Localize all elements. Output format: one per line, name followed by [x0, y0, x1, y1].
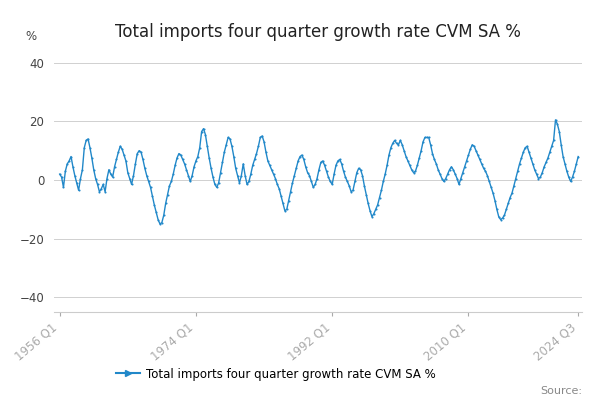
- Total imports four quarter growth rate CVM SA %: [56, 172, 63, 176]
- Legend: Total imports four quarter growth rate CVM SA %: Total imports four quarter growth rate C…: [112, 363, 440, 385]
- Total imports four quarter growth rate CVM SA %: [346, 184, 353, 188]
- Total imports four quarter growth rate CVM SA %: [552, 118, 559, 122]
- Text: Source:: Source:: [540, 386, 582, 396]
- Total imports four quarter growth rate CVM SA %: [179, 157, 186, 162]
- Total imports four quarter growth rate CVM SA %: [368, 214, 376, 219]
- Total imports four quarter growth rate CVM SA %: [382, 172, 389, 176]
- Title: Total imports four quarter growth rate CVM SA %: Total imports four quarter growth rate C…: [115, 23, 521, 41]
- Total imports four quarter growth rate CVM SA %: [157, 222, 164, 226]
- Total imports four quarter growth rate CVM SA %: [575, 154, 582, 159]
- Line: Total imports four quarter growth rate CVM SA %: Total imports four quarter growth rate C…: [59, 119, 579, 225]
- Text: %: %: [25, 30, 36, 43]
- Total imports four quarter growth rate CVM SA %: [232, 166, 239, 171]
- Total imports four quarter growth rate CVM SA %: [419, 140, 427, 144]
